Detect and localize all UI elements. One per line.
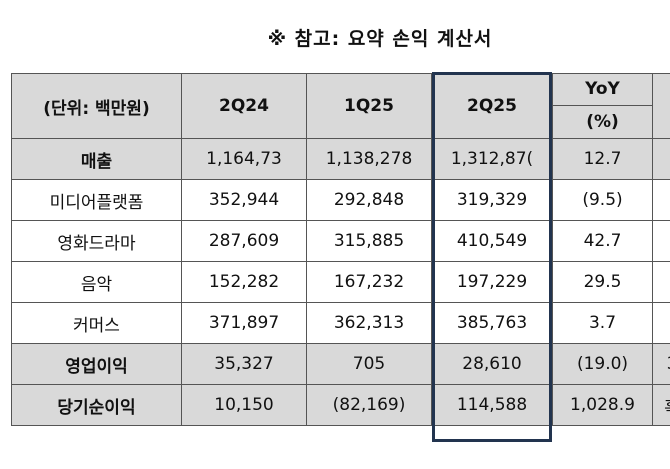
cell-1q25: 705 [306, 343, 432, 385]
col-header-yoy: YoY (%) [552, 73, 653, 139]
row-label: 당기순이익 [11, 384, 182, 426]
table-row: 미디어플랫폼 352,944 292,848 319,329 (9.5) [11, 179, 670, 221]
cell-extra: 흑 [652, 384, 670, 426]
cell-yoy: 29.5 [552, 261, 653, 303]
col-header-2q24: 2Q24 [181, 73, 307, 139]
col-header-1q25: 1Q25 [306, 73, 432, 139]
cell-yoy: 1,028.9 [552, 384, 653, 426]
table-row: 음악 152,282 167,232 197,229 29.5 [11, 261, 670, 303]
row-label: 미디어플랫폼 [11, 179, 182, 221]
unit-header: (단위: 백만원) [11, 73, 182, 139]
cell-2q24: 287,609 [181, 220, 307, 262]
cell-1q25: 362,313 [306, 302, 432, 344]
cell-2q25: 385,763 [431, 302, 553, 344]
table-row: 매출 1,164,73 1,138,278 1,312,87( 12.7 [11, 138, 670, 180]
row-label: 커머스 [11, 302, 182, 344]
cell-yoy: (9.5) [552, 179, 653, 221]
cell-2q25: 319,329 [431, 179, 553, 221]
cell-extra: 3 [652, 343, 670, 385]
table-row: 당기순이익 10,150 (82,169) 114,588 1,028.9 흑 [11, 384, 670, 426]
col-header-2q25: 2Q25 [431, 73, 553, 139]
cell-1q25: 292,848 [306, 179, 432, 221]
yoy-unit: (%) [586, 112, 619, 132]
cell-2q24: 371,897 [181, 302, 307, 344]
row-label: 매출 [11, 138, 182, 180]
table-row: 커머스 371,897 362,313 385,763 3.7 [11, 302, 670, 344]
table-row: 영화드라마 287,609 315,885 410,549 42.7 [11, 220, 670, 262]
table-header-row: (단위: 백만원) 2Q24 1Q25 2Q25 YoY (%) [11, 73, 670, 139]
cell-2q25: 1,312,87( [431, 138, 553, 180]
cell-2q25: 410,549 [431, 220, 553, 262]
cell-extra [652, 179, 670, 221]
row-label: 음악 [11, 261, 182, 303]
cell-extra [652, 220, 670, 262]
cell-1q25: 315,885 [306, 220, 432, 262]
row-label: 영화드라마 [11, 220, 182, 262]
cell-2q24: 352,944 [181, 179, 307, 221]
income-statement-table: (단위: 백만원) 2Q24 1Q25 2Q25 YoY (%) 매출 1,16… [11, 73, 670, 426]
cell-2q25: 28,610 [431, 343, 553, 385]
cell-2q24: 10,150 [181, 384, 307, 426]
cell-1q25: (82,169) [306, 384, 432, 426]
cell-yoy: 3.7 [552, 302, 653, 344]
cell-yoy: 42.7 [552, 220, 653, 262]
table-row: 영업이익 35,327 705 28,610 (19.0) 3 [11, 343, 670, 385]
cell-2q25: 114,588 [431, 384, 553, 426]
row-label: 영업이익 [11, 343, 182, 385]
cell-2q24: 35,327 [181, 343, 307, 385]
cell-2q24: 152,282 [181, 261, 307, 303]
cell-yoy: 12.7 [552, 138, 653, 180]
cell-extra [652, 138, 670, 180]
col-header-extra [652, 73, 670, 139]
cell-extra [652, 261, 670, 303]
cell-1q25: 167,232 [306, 261, 432, 303]
cell-extra [652, 302, 670, 344]
cell-1q25: 1,138,278 [306, 138, 432, 180]
cell-yoy: (19.0) [552, 343, 653, 385]
cell-2q25: 197,229 [431, 261, 553, 303]
page-title: ※ 참고: 요약 손익 계산서 [267, 28, 493, 50]
yoy-label: YoY [553, 75, 652, 106]
cell-2q24: 1,164,73 [181, 138, 307, 180]
